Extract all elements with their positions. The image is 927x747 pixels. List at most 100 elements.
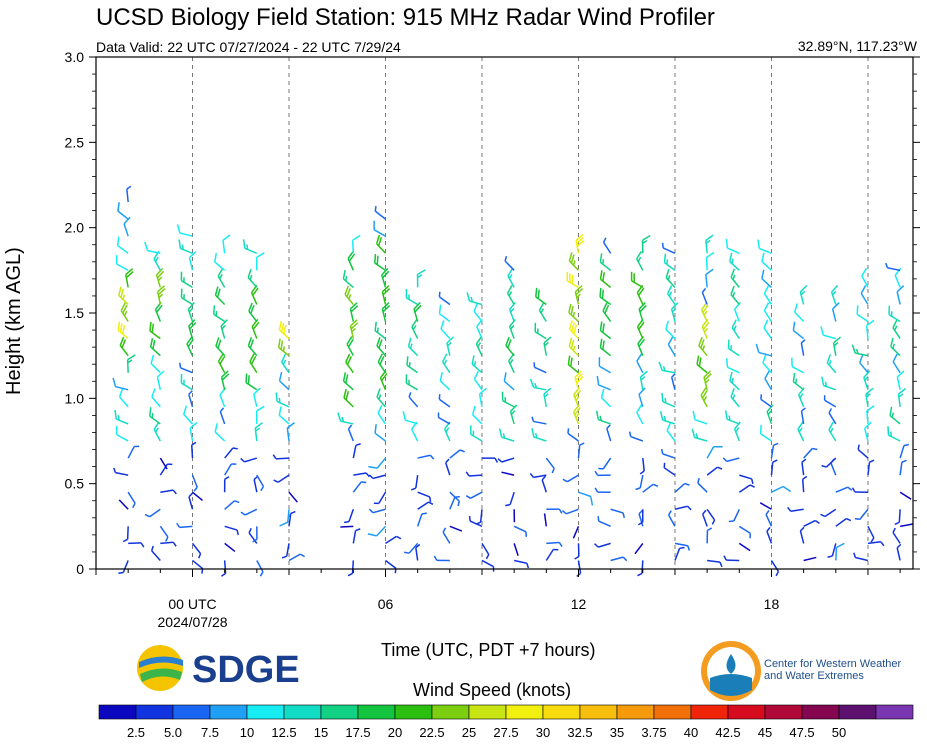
wind-barb [762,354,773,374]
wind-barb [725,358,740,374]
wind-barb [770,560,780,577]
wind-barb [224,525,240,536]
wind-barb [154,301,163,322]
wind-barb [763,302,773,322]
wind-barb [222,234,231,254]
wind-barb [725,238,740,254]
wind-barb [854,508,869,521]
wind-barb [641,234,651,254]
wind-barb [340,525,354,528]
colorbar-tick-label: 7.5 [201,725,219,740]
wind-barb [599,338,612,357]
wind-barb [288,510,296,527]
wind-barb [823,395,837,408]
x-tick-label: 06 [378,596,394,612]
wind-barb [281,543,290,559]
colorbar-swatch [246,704,285,720]
colorbar-swatch [616,704,655,720]
wind-barb [861,267,869,288]
wind-barb [636,404,644,425]
wind-barb [438,394,451,408]
wind-barb [279,509,290,527]
wind-barb [254,422,263,442]
wind-barb [729,371,740,391]
wind-barb [739,474,754,484]
colorbar-tick-label: 47.5 [789,725,814,740]
wind-barb [176,522,193,529]
wind-barb [561,508,579,515]
wind-barb [545,457,555,474]
wind-barb [191,474,198,492]
y-tick-label: 0 [76,561,84,577]
wind-barb [545,548,559,561]
wind-barb [373,220,386,237]
wind-barb [367,525,387,537]
colorbar-swatch [801,704,840,720]
wind-barb [255,252,265,271]
wind-barb [628,431,644,442]
wind-barb [577,442,585,459]
wind-barb [594,470,611,477]
wind-barb [759,424,772,442]
wind-barb [377,404,387,425]
wind-barb [759,502,772,510]
wind-barb [599,253,612,271]
wind-barb [278,320,290,340]
colorbar-tick-label: 35 [610,725,624,740]
colorbar-tick-label: 45 [758,725,772,740]
wind-barb [820,326,837,340]
wind-barb [151,388,161,408]
wind-barb [635,474,644,491]
wind-barb [186,336,195,356]
wind-barb [155,267,165,288]
station-coordinates: 32.89°N, 117.23°W [797,38,917,54]
wind-barb [190,441,197,459]
plot-frame [95,56,914,570]
wind-barb [706,527,713,544]
wind-barb [126,354,136,373]
wind-barb [376,388,387,408]
wind-barb [180,271,193,289]
wind-barb [888,305,901,323]
wind-barb [417,454,435,460]
y-tick-label: 2.0 [65,220,85,236]
wind-barb [118,286,129,306]
wind-barb [610,556,628,562]
wind-barb [568,252,580,271]
wind-barb [706,446,723,459]
wind-barb [636,319,645,339]
colorbar-swatch [320,704,359,720]
wind-barb [828,421,837,442]
wind-barb [856,305,869,323]
wind-barb [187,301,195,322]
wind-barb [481,457,499,463]
wind-barb [192,491,204,502]
wind-barb [821,376,837,391]
wind-barb [531,416,547,425]
wind-barb [634,542,644,555]
y-tick-label: 1.5 [65,305,85,321]
wind-barb [567,428,579,442]
wind-barb [899,443,909,459]
wind-barb [800,339,806,356]
colorbar-swatch [579,704,618,720]
wind-barb [242,239,258,254]
wind-barb [567,355,579,374]
wind-barb [706,466,723,476]
wind-barb [411,319,419,339]
wind-barb [188,390,194,408]
wind-barb [449,449,465,459]
wind-barb [127,445,140,459]
wind-barb [661,392,676,408]
wind-barb [122,526,129,543]
wind-barb [465,471,483,477]
wind-barb [498,428,515,442]
wind-barb [572,526,580,539]
wind-barb [663,253,676,271]
y-tick-label: 0.5 [65,476,85,492]
colorbar-tick-label: 15 [314,725,328,740]
wind-barb [343,509,355,524]
wind-barb [275,392,290,408]
wind-barb [730,268,740,288]
wind-barb [505,491,515,507]
